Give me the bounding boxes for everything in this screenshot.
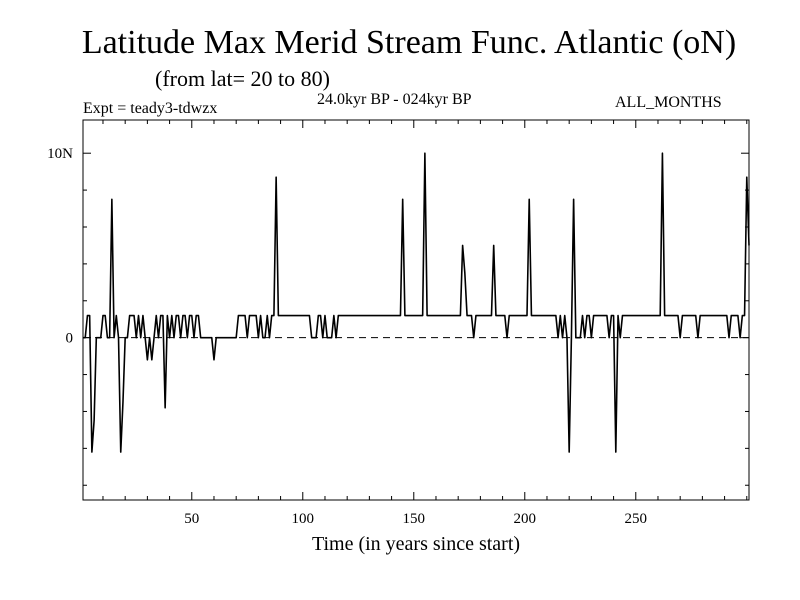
x-tick-label: 150 — [403, 511, 426, 527]
plot-frame — [82, 119, 750, 501]
x-tick-label: 200 — [514, 511, 537, 527]
chart-title: Latitude Max Merid Stream Func. Atlantic… — [81, 24, 737, 61]
period-label: 24.0kyr BP - 024kyr BP — [317, 91, 472, 108]
y-tick-label: 0 — [66, 331, 74, 347]
months-label: ALL_MONTHS — [615, 94, 722, 111]
x-axis-label: Time (in years since start) — [311, 533, 521, 555]
data-series-line — [83, 152, 750, 453]
x-tick-label: 50 — [184, 511, 199, 527]
x-tick-label: 250 — [625, 511, 648, 527]
chart-subtitle: (from lat= 20 to 80) — [155, 66, 330, 91]
y-tick-label: 10N — [47, 146, 73, 162]
experiment-label: Expt = teady3-tdwzx — [83, 100, 218, 117]
x-tick-label: 100 — [292, 511, 315, 527]
